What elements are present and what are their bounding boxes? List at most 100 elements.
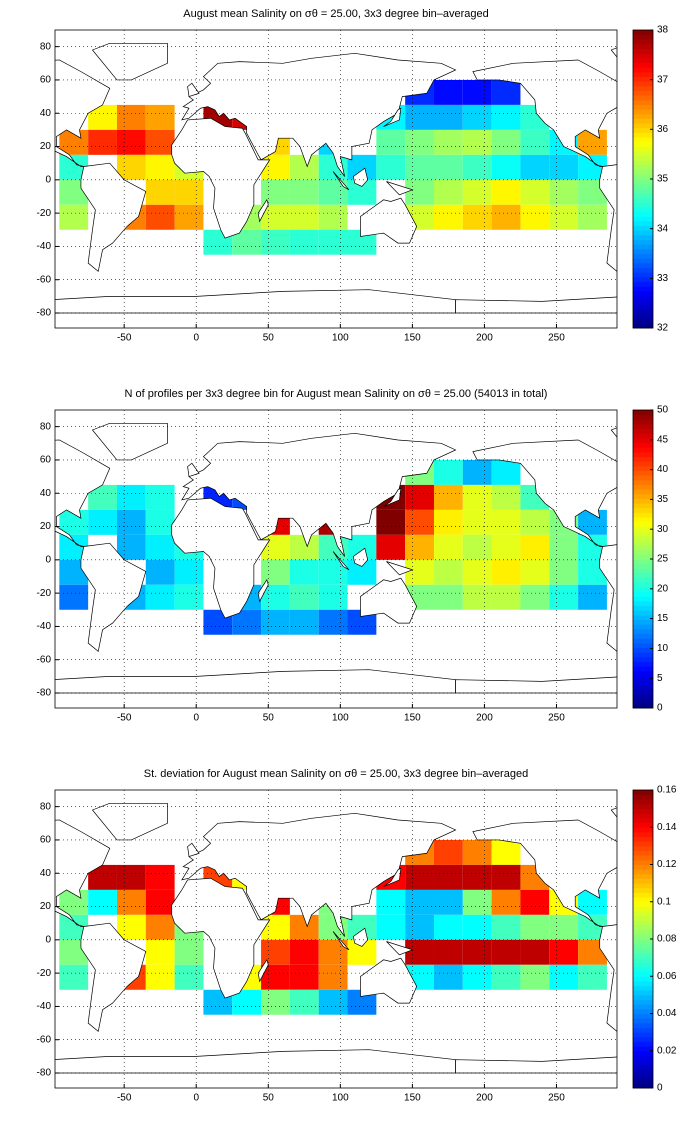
colorbar-swatch — [633, 1027, 653, 1033]
bin-cell — [116, 104, 146, 130]
colorbar-swatch — [633, 248, 653, 254]
colorbar-swatch — [633, 901, 653, 907]
map-panel — [55, 422, 617, 694]
colorbar-tick-label: 0.16 — [657, 785, 677, 796]
x-tick-label: 200 — [476, 1093, 493, 1104]
bin-cell — [88, 129, 117, 155]
bin-cell — [433, 839, 463, 865]
colorbar-swatch — [633, 165, 653, 171]
colorbar-swatch — [633, 433, 653, 439]
bin-cell — [289, 964, 319, 990]
x-tick-label: 0 — [193, 333, 199, 344]
bin-cell — [174, 559, 204, 585]
colorbar-swatch — [633, 939, 653, 945]
bin-cell — [261, 609, 290, 635]
colorbar-swatch — [633, 652, 653, 658]
colorbar-swatch — [633, 309, 653, 315]
colorbar-swatch — [633, 887, 653, 893]
colorbar-swatch — [633, 610, 653, 616]
colorbar-tick-label: 40 — [657, 464, 669, 475]
colorbar-swatch — [633, 869, 653, 875]
bin-cell — [318, 154, 348, 180]
colorbar-swatch — [633, 1046, 653, 1052]
colorbar-swatch — [633, 831, 653, 838]
colorbar-swatch — [633, 239, 653, 245]
colorbar-swatch — [633, 1078, 653, 1084]
x-tick-label: 100 — [332, 1093, 349, 1104]
bin-cell — [289, 559, 319, 585]
colorbar-swatch — [633, 456, 653, 462]
y-tick-label: -80 — [37, 688, 52, 699]
y-tick-label: 80 — [40, 421, 52, 432]
colorbar-swatch — [633, 414, 653, 420]
bin-cell — [289, 229, 319, 255]
bin-cell — [578, 204, 607, 230]
colorbar-swatch — [633, 1041, 653, 1047]
bin-cell — [116, 914, 146, 940]
bin-cell — [491, 79, 521, 105]
bin-cell — [289, 179, 319, 205]
colorbar-swatch — [633, 596, 653, 602]
colorbar-tick-label: 5 — [657, 673, 663, 684]
bin-cell — [433, 914, 463, 940]
bin-cell — [116, 889, 146, 915]
bin-cell — [261, 989, 290, 1015]
colorbar-swatch — [633, 1050, 653, 1056]
bin-cell — [549, 559, 579, 585]
bin-cell — [318, 534, 348, 560]
y-tick-label: -40 — [37, 241, 52, 252]
colorbar-swatch — [633, 272, 653, 278]
colorbar-tick-label: 32 — [657, 323, 669, 334]
colorbar-swatch — [633, 915, 653, 921]
bin-cell — [261, 534, 290, 560]
colorbar-swatch — [633, 410, 653, 416]
bin-cell — [405, 154, 434, 180]
bin-cell — [433, 559, 463, 585]
bin-cell — [462, 484, 492, 510]
colorbar-swatch — [633, 624, 653, 630]
colorbar-tick-label: 35 — [657, 174, 669, 185]
bin-cell — [59, 964, 89, 990]
plot-frame — [54, 409, 618, 709]
colorbar-tick-label: 36 — [657, 124, 669, 135]
colorbar-swatch — [633, 878, 653, 884]
colorbar-swatch — [633, 952, 653, 959]
bin-cell — [318, 964, 348, 990]
bin-cell — [462, 179, 492, 205]
y-tick-label: 0 — [45, 554, 51, 565]
bin-cell — [462, 864, 492, 890]
colorbar-swatch — [633, 258, 653, 264]
colorbar-swatch — [633, 873, 653, 879]
bin-cell — [491, 509, 521, 535]
bin-cell — [491, 559, 521, 585]
colorbar-swatch — [633, 465, 653, 472]
bin-cell — [289, 939, 319, 965]
bin-cell — [491, 459, 521, 485]
x-tick-label: -50 — [117, 1093, 132, 1104]
colorbar-swatch — [633, 521, 653, 527]
colorbar-swatch — [633, 183, 653, 189]
bin-cell — [433, 534, 463, 560]
colorbar-swatch — [633, 81, 653, 87]
bin-cell — [462, 459, 492, 485]
colorbar-swatch — [633, 559, 653, 565]
bin-cell — [405, 939, 434, 965]
colorbar-swatch — [633, 451, 653, 458]
colorbar-swatch — [633, 563, 653, 569]
colorbar-swatch — [633, 253, 653, 259]
x-tick-label: 250 — [548, 713, 565, 724]
colorbar-swatch — [633, 1018, 653, 1024]
colorbar-swatch — [633, 966, 653, 973]
bin-cell — [261, 154, 290, 180]
colorbar-swatch — [633, 980, 653, 987]
colorbar-swatch — [633, 850, 653, 856]
y-tick-label: 60 — [40, 75, 52, 86]
colorbar-swatch — [633, 808, 653, 814]
colorbar-swatch — [633, 920, 653, 926]
colorbar-swatch — [633, 934, 653, 940]
colorbar-swatch — [633, 656, 653, 662]
bin-cell — [405, 179, 434, 205]
colorbar-swatch — [633, 225, 653, 231]
bin-cell — [116, 534, 146, 560]
bin-cell — [289, 204, 319, 230]
